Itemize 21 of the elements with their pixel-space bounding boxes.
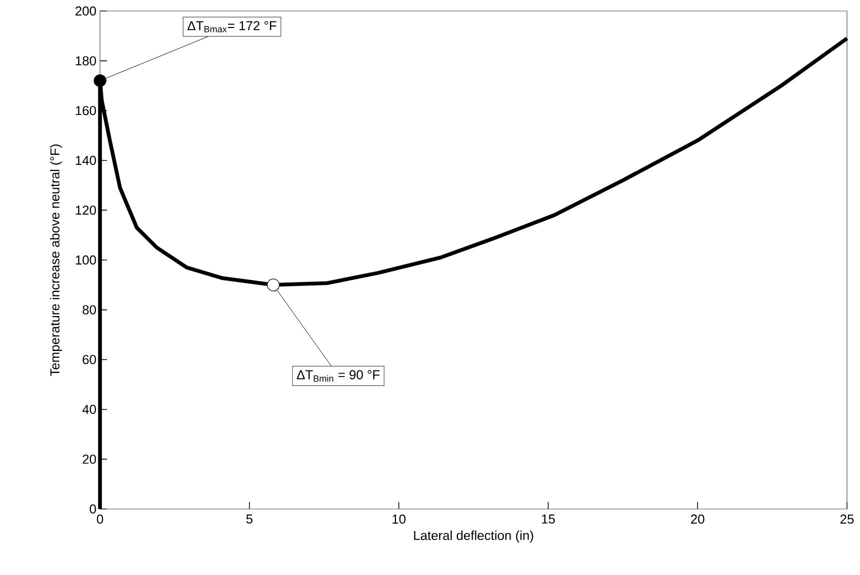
y-tick-label: 100: [76, 255, 96, 265]
x-tick-label: 5: [246, 514, 252, 524]
x-tick-label: 25: [840, 514, 854, 524]
y-tick-label: 180: [76, 56, 96, 66]
annotation: ΔT$_{Bmax}$= 172 °F: [188, 21, 276, 32]
x-tick-label: 20: [691, 514, 704, 524]
y-tick-label: 160: [76, 106, 96, 116]
y-tick-label: 40: [82, 404, 96, 414]
y-tick-label: 200: [76, 6, 96, 16]
x-tick-label: 0: [96, 514, 104, 524]
x-tick-label: 15: [542, 514, 555, 524]
x-axis-title: Lateral deflection (in): [414, 530, 534, 543]
y-tick-label: 0: [90, 504, 96, 514]
y-axis-title: Temperature increase above neutral (°F): [50, 144, 62, 376]
annotation: ΔT$_{Bmin}$ = 90 °F: [296, 370, 380, 382]
y-tick-label: 20: [82, 454, 96, 464]
x-tick-label: 10: [392, 514, 406, 524]
y-tick-label: 140: [76, 156, 96, 165]
y-tick-label: 80: [82, 305, 96, 314]
y-tick-label: 120: [76, 206, 96, 215]
y-tick-label: 60: [82, 355, 96, 364]
